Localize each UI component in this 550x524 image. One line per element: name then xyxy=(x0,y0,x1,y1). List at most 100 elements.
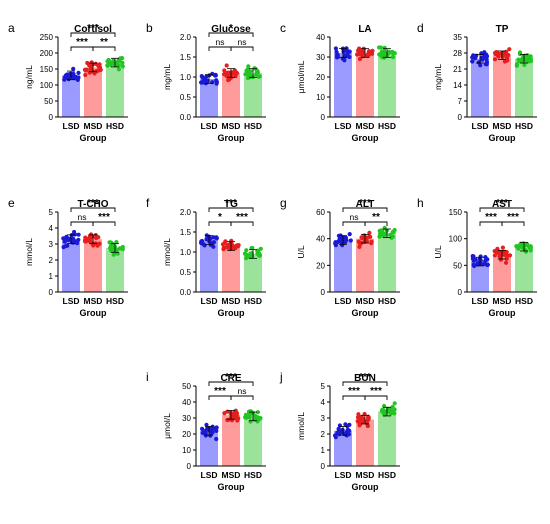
significance-label: *** xyxy=(225,198,237,209)
data-point xyxy=(347,232,352,237)
y-tick-label: 1.0 xyxy=(180,248,192,257)
data-point xyxy=(365,235,370,240)
y-tick-label: 20 xyxy=(182,430,191,439)
data-point xyxy=(72,229,77,235)
bar-lsd xyxy=(62,239,80,292)
data-point xyxy=(344,238,349,243)
data-point xyxy=(244,68,249,74)
data-point xyxy=(258,246,263,251)
data-point xyxy=(347,428,352,433)
significance-label: * xyxy=(218,212,222,223)
data-point xyxy=(516,246,521,251)
significance-bracket xyxy=(501,221,525,226)
data-point xyxy=(378,53,383,58)
category-label: HSD xyxy=(244,121,262,131)
significance-label: *** xyxy=(348,386,360,397)
data-point xyxy=(120,60,125,65)
data-point xyxy=(337,423,342,428)
data-point xyxy=(335,53,340,58)
y-tick-label: 0.0 xyxy=(180,113,192,122)
significance-bracket xyxy=(208,381,254,386)
significance-bracket xyxy=(364,395,388,400)
significance-bracket xyxy=(342,207,388,212)
data-point xyxy=(505,58,510,63)
bar-lsd xyxy=(200,430,218,466)
data-point xyxy=(94,235,99,241)
data-point xyxy=(222,68,227,73)
category-label: MSD xyxy=(222,296,241,306)
significance-bracket xyxy=(364,221,388,226)
y-tick-label: 5 xyxy=(49,208,54,217)
data-point xyxy=(72,74,77,79)
data-point xyxy=(97,68,102,73)
data-point xyxy=(495,248,500,253)
bar-hsd xyxy=(378,233,396,292)
data-point xyxy=(214,436,219,442)
bar-lsd xyxy=(471,261,489,292)
data-point xyxy=(507,253,513,258)
data-point xyxy=(247,72,253,77)
data-point xyxy=(212,235,217,240)
category-label: LSD xyxy=(335,296,352,306)
category-label: LSD xyxy=(201,296,218,306)
data-point xyxy=(84,68,89,73)
bar-lsd xyxy=(471,58,489,117)
y-tick-label: 1 xyxy=(321,446,326,455)
category-label: LSD xyxy=(335,470,352,480)
bar-msd xyxy=(222,246,240,292)
data-point xyxy=(333,46,338,51)
y-axis-label: mg/mL xyxy=(162,64,172,90)
category-label: MSD xyxy=(356,470,375,480)
data-point xyxy=(517,243,522,248)
x-axis-label: Group xyxy=(80,308,107,318)
y-tick-label: 7 xyxy=(458,97,463,106)
y-tick-label: 2.0 xyxy=(180,208,192,217)
category-label: LSD xyxy=(63,296,80,306)
y-tick-label: 40 xyxy=(182,398,191,407)
significance-label: *** xyxy=(507,212,519,223)
y-tick-label: 3 xyxy=(49,240,54,249)
significance-label: *** xyxy=(225,372,237,383)
y-tick-label: 0 xyxy=(187,462,192,471)
bar-lsd xyxy=(334,430,352,466)
bar-hsd xyxy=(106,248,124,292)
y-axis-label: mmol/L xyxy=(162,238,172,266)
category-label: HSD xyxy=(378,296,396,306)
category-label: LSD xyxy=(335,121,352,131)
data-point xyxy=(523,249,529,254)
y-tick-label: 30 xyxy=(182,414,191,423)
panel-letter: a xyxy=(8,21,15,35)
data-point xyxy=(357,244,362,249)
y-tick-label: 4 xyxy=(49,224,54,233)
panel-title: BUN xyxy=(354,373,376,384)
data-point xyxy=(244,248,249,253)
category-label: MSD xyxy=(493,296,512,306)
category-label: LSD xyxy=(201,470,218,480)
data-point xyxy=(347,54,352,60)
data-point xyxy=(234,243,240,248)
data-point xyxy=(248,419,253,424)
significance-bracket xyxy=(230,46,254,51)
significance-label: * xyxy=(229,23,233,34)
data-point xyxy=(369,241,374,246)
data-point xyxy=(379,50,385,55)
data-point xyxy=(83,72,88,78)
data-point xyxy=(67,71,73,77)
panel-letter: i xyxy=(146,370,149,384)
data-point xyxy=(340,243,345,248)
bar-lsd xyxy=(334,240,352,292)
data-point xyxy=(342,54,347,60)
data-point xyxy=(358,422,363,427)
data-point xyxy=(109,240,114,245)
data-point xyxy=(97,241,102,246)
data-point xyxy=(336,233,341,238)
data-point xyxy=(522,62,527,67)
y-tick-label: 1.5 xyxy=(180,228,192,237)
data-point xyxy=(63,74,68,80)
panel-title: TP xyxy=(496,24,509,35)
y-tick-label: 100 xyxy=(40,81,54,90)
y-tick-label: 4 xyxy=(321,398,326,407)
data-point xyxy=(120,56,125,61)
data-point xyxy=(76,70,81,75)
